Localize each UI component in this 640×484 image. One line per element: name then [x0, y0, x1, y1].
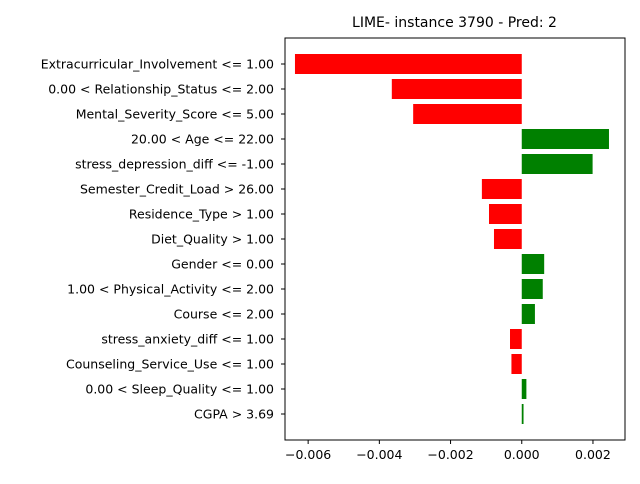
bar — [521, 404, 524, 424]
bar — [521, 379, 527, 399]
x-tick-label: 0.002 — [575, 447, 611, 462]
x-tick-label: −0.004 — [356, 447, 402, 462]
bar — [481, 179, 522, 199]
y-tick-label: Gender <= 0.00 — [171, 257, 274, 272]
y-tick-label: Residence_Type > 1.00 — [129, 207, 274, 222]
y-tick-label: Mental_Severity_Score <= 5.00 — [76, 107, 274, 122]
plot-frame — [284, 37, 626, 441]
bar — [413, 104, 522, 124]
x-tick-label: −0.006 — [285, 447, 331, 462]
x-ticks-group: −0.006 −0.004 −0.002 0.000 0.002 — [285, 440, 611, 462]
bar — [521, 154, 593, 174]
y-tick-label: stress_anxiety_diff <= 1.00 — [101, 332, 274, 347]
y-tick-label: 0.00 < Relationship_Status <= 2.00 — [48, 82, 274, 97]
bar — [294, 54, 522, 74]
y-tick-label: Extracurricular_Involvement <= 1.00 — [41, 57, 274, 72]
x-tick-label: −0.002 — [427, 447, 473, 462]
bars-group — [294, 54, 609, 424]
bar — [391, 79, 522, 99]
y-tick-label: Course <= 2.00 — [174, 307, 274, 322]
x-tick-label: 0.000 — [504, 447, 540, 462]
bar — [493, 229, 522, 249]
y-tick-label: 1.00 < Physical_Activity <= 2.00 — [67, 282, 274, 297]
bar — [521, 254, 545, 274]
y-tick-label: Semester_Credit_Load > 26.00 — [80, 182, 274, 197]
bar — [510, 329, 522, 349]
y-tick-label: CGPA > 3.69 — [194, 407, 274, 422]
bar — [521, 129, 609, 149]
y-tick-labels-group: Extracurricular_Involvement <= 1.00 0.00 … — [41, 57, 285, 422]
chart-title: LIME- instance 3790 - Pred: 2 — [352, 15, 557, 31]
y-tick-label: Diet_Quality > 1.00 — [151, 232, 274, 247]
bar — [511, 354, 522, 374]
y-tick-label: 20.00 < Age <= 22.00 — [131, 132, 274, 147]
bar — [521, 279, 543, 299]
y-tick-label: 0.00 < Sleep_Quality <= 1.00 — [85, 382, 274, 397]
bar — [521, 304, 535, 324]
bar — [489, 204, 522, 224]
y-tick-label: Counseling_Service_Use <= 1.00 — [66, 357, 274, 372]
y-tick-label: stress_depression_diff <= -1.00 — [75, 157, 274, 172]
